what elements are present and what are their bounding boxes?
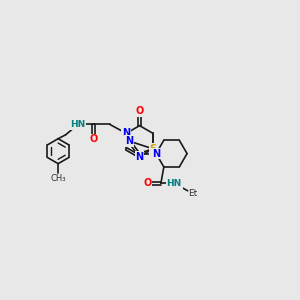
Text: N: N [136,152,144,161]
Text: Et: Et [188,189,198,198]
Text: N: N [122,128,130,138]
Text: O: O [143,178,152,188]
Text: O: O [136,106,144,116]
Text: N: N [152,148,160,159]
Text: HN: HN [167,179,182,188]
Text: CH₃: CH₃ [50,174,66,183]
Text: S: S [149,144,157,154]
Text: N: N [125,136,133,146]
Text: HN: HN [70,120,86,129]
Text: O: O [89,134,98,144]
